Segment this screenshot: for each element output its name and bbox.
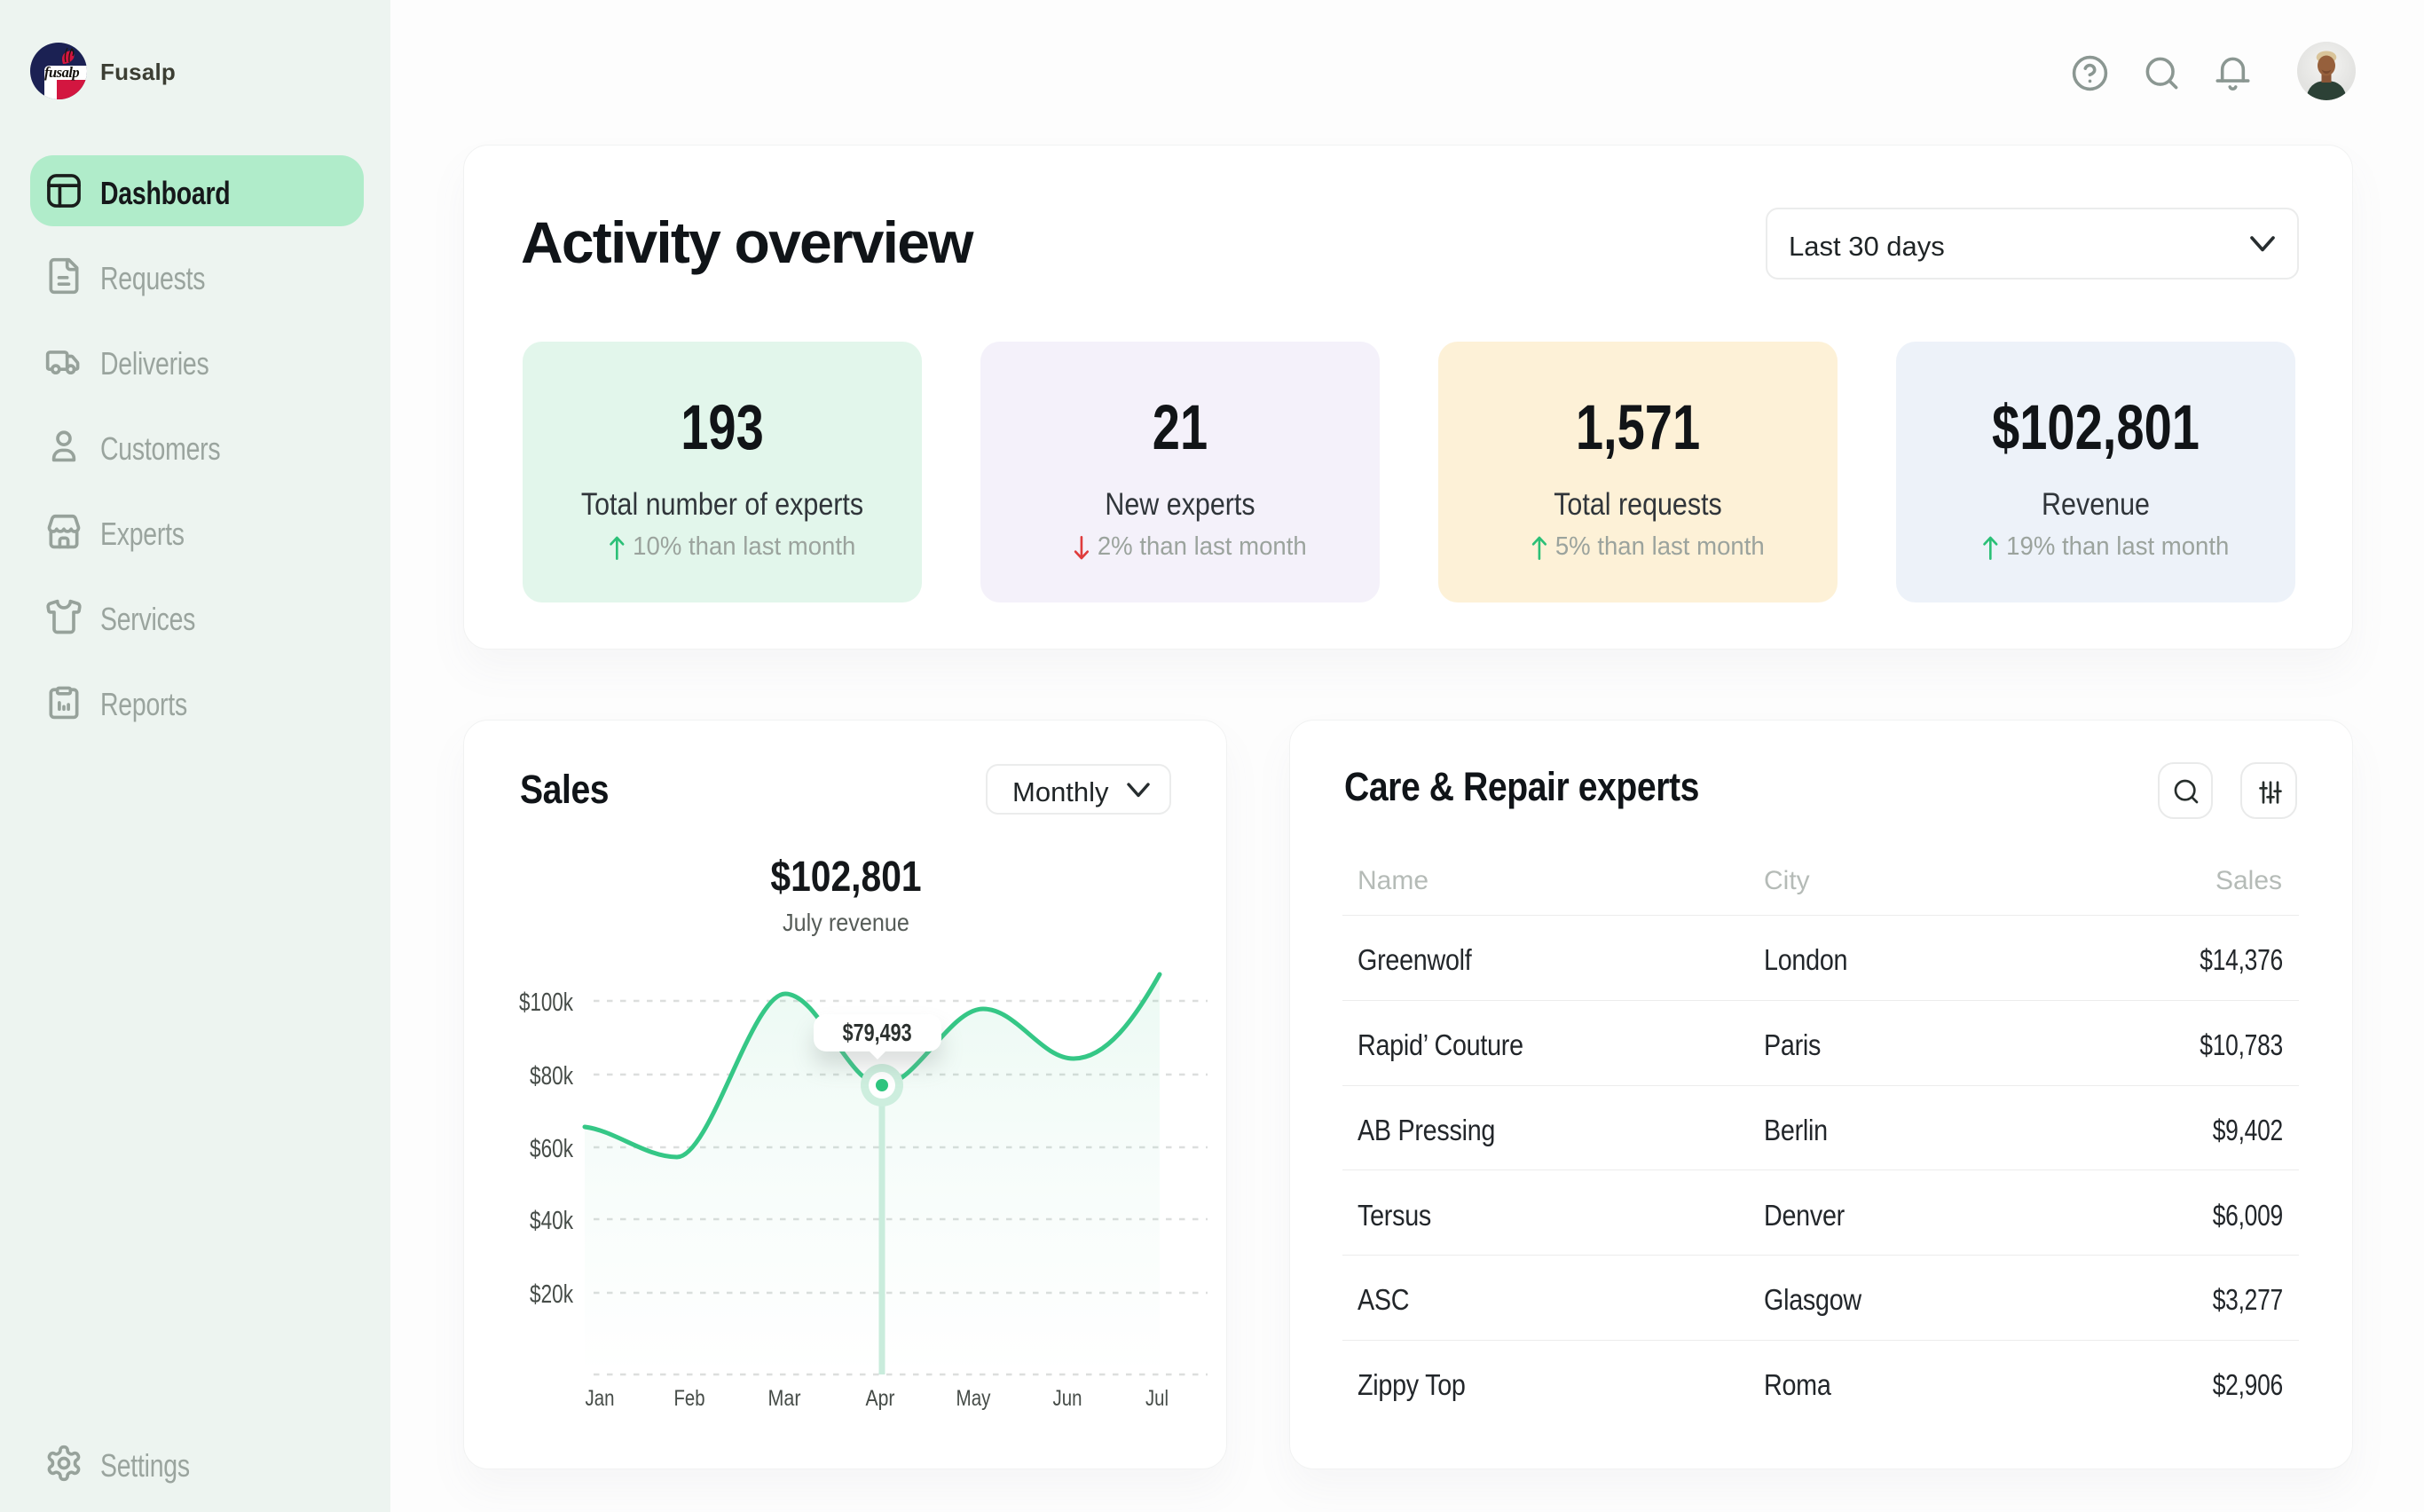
svg-text:Mar: Mar bbox=[768, 1386, 801, 1411]
svg-text:Apr: Apr bbox=[866, 1386, 895, 1411]
svg-text:Jun: Jun bbox=[1053, 1386, 1082, 1411]
svg-text:Jul: Jul bbox=[1145, 1386, 1169, 1411]
svg-text:$60k: $60k bbox=[530, 1135, 573, 1163]
svg-text:fusalp: fusalp bbox=[44, 64, 79, 81]
svg-text:$20k: $20k bbox=[530, 1280, 573, 1309]
svg-text:$80k: $80k bbox=[530, 1062, 573, 1091]
svg-text:May: May bbox=[956, 1386, 991, 1411]
svg-text:Feb: Feb bbox=[674, 1386, 705, 1411]
svg-text:$40k: $40k bbox=[530, 1207, 573, 1235]
svg-text:$100k: $100k bbox=[519, 988, 573, 1017]
svg-text:Jan: Jan bbox=[586, 1386, 615, 1411]
